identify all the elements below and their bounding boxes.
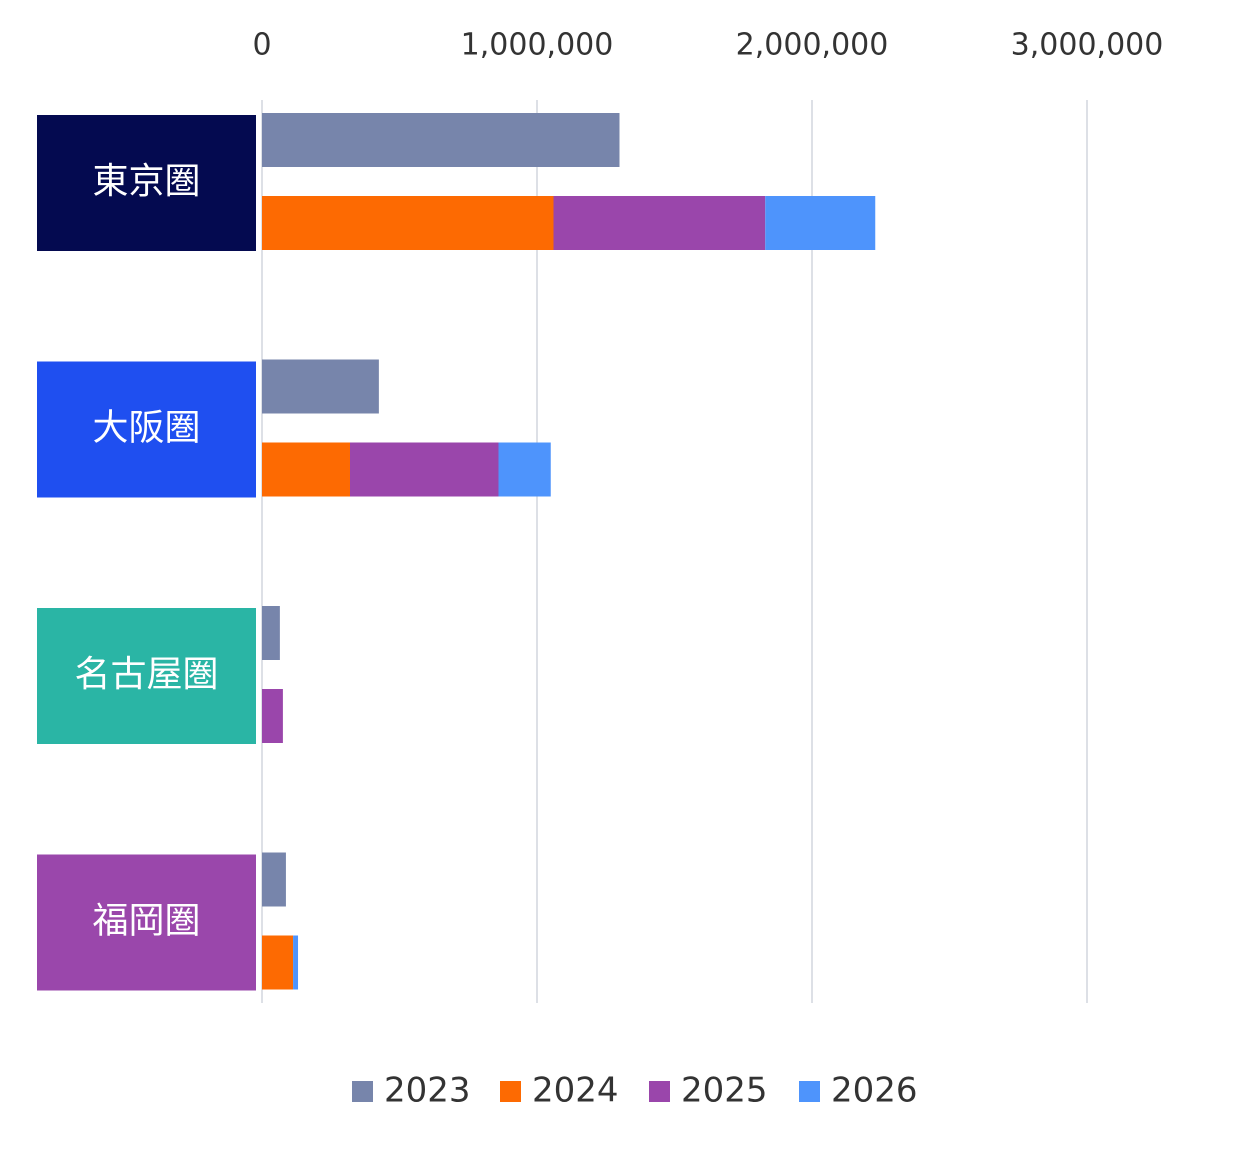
legend-label: 2026 [831, 1071, 918, 1111]
legend-swatch [649, 1081, 670, 1102]
bar-segment [553, 196, 766, 250]
category-box [37, 115, 256, 251]
category-label: 名古屋圏 [74, 654, 218, 695]
bar-segment [262, 935, 294, 990]
bar-segment [498, 442, 551, 497]
category-label: 東京圏 [92, 161, 200, 202]
bar [262, 606, 280, 660]
category-box [37, 854, 256, 991]
legend-swatch [500, 1081, 521, 1102]
x-tick-label: 2,000,000 [736, 28, 889, 63]
bar-segment [293, 935, 299, 990]
bar-segment [765, 196, 876, 250]
legend-label: 2023 [384, 1071, 471, 1111]
bar-segment [262, 442, 350, 497]
legend-swatch [352, 1081, 373, 1102]
bar-segment [262, 196, 554, 250]
x-tick-label: 1,000,000 [461, 28, 614, 63]
bar-segment [262, 689, 283, 743]
bar [262, 359, 379, 414]
category-box [37, 608, 256, 744]
x-tick-label: 0 [252, 28, 271, 63]
category-box [37, 361, 256, 498]
legend-label: 2025 [681, 1071, 768, 1111]
category-label: 大阪圏 [92, 408, 200, 449]
x-tick-label: 3,000,000 [1011, 28, 1164, 63]
bar [262, 852, 286, 907]
bar-segment [350, 442, 499, 497]
legend-swatch [799, 1081, 820, 1102]
legend-label: 2024 [532, 1071, 619, 1111]
bar [262, 113, 620, 167]
category-label: 福岡圏 [92, 901, 200, 942]
